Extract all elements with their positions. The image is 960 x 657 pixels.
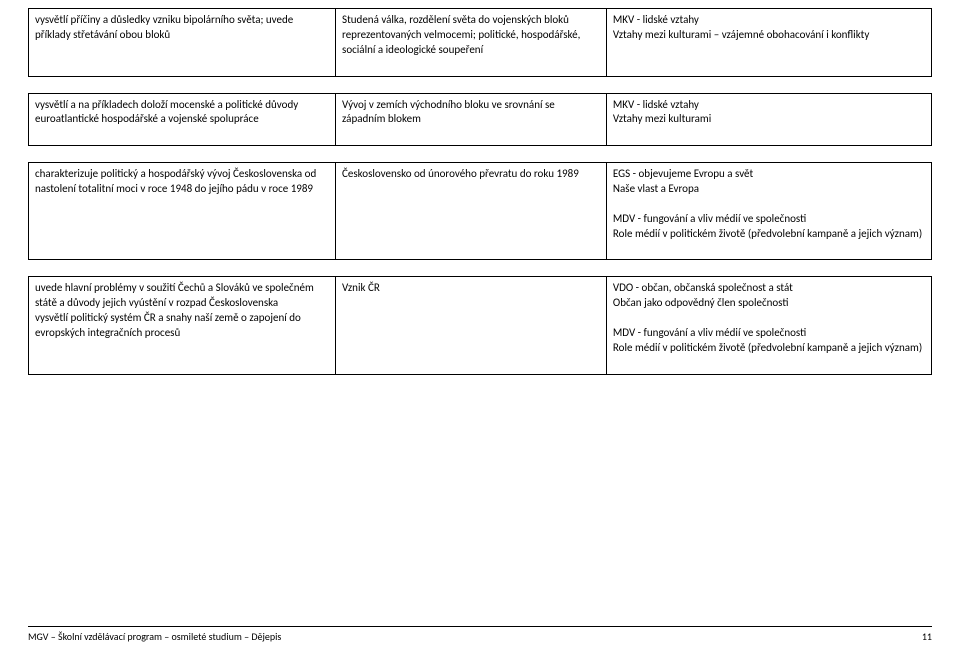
table-row: vysvětlí a na příkladech doloží mocenské… bbox=[29, 93, 932, 146]
footer-text-left: MGV – Školní vzdělávací program – osmile… bbox=[28, 630, 281, 643]
cell-outcome: uvede hlavní problémy v soužití Čechů a … bbox=[29, 277, 336, 374]
cell-topic: Studená válka, rozdělení světa do vojens… bbox=[336, 9, 607, 77]
curriculum-table-3: charakterizuje politický a hospodářský v… bbox=[28, 162, 932, 260]
curriculum-table-1: vysvětlí příčiny a důsledky vzniku bipol… bbox=[28, 8, 932, 77]
cell-outcome: charakterizuje politický a hospodářský v… bbox=[29, 163, 336, 260]
cell-cross: VDO - občan, občanská společnost a státO… bbox=[606, 277, 931, 374]
cell-topic: Vznik ČR bbox=[336, 277, 607, 374]
curriculum-table-4: uvede hlavní problémy v soužití Čechů a … bbox=[28, 276, 932, 374]
page-footer: MGV – Školní vzdělávací program – osmile… bbox=[28, 626, 932, 643]
footer-page-number: 11 bbox=[922, 630, 932, 643]
table-row: charakterizuje politický a hospodářský v… bbox=[29, 163, 932, 260]
cell-outcome: vysvětlí a na příkladech doloží mocenské… bbox=[29, 93, 336, 146]
table-row: vysvětlí příčiny a důsledky vzniku bipol… bbox=[29, 9, 932, 77]
cell-cross: MKV - lidské vztahyVztahy mezi kulturami… bbox=[606, 9, 931, 77]
cell-topic: Československo od únorového převratu do … bbox=[336, 163, 607, 260]
cell-cross: MKV - lidské vztahyVztahy mezi kulturami bbox=[606, 93, 931, 146]
cell-topic: Vývoj v zemích východního bloku ve srovn… bbox=[336, 93, 607, 146]
cell-cross: EGS - objevujeme Evropu a světNaše vlast… bbox=[606, 163, 931, 260]
cell-outcome: vysvětlí příčiny a důsledky vzniku bipol… bbox=[29, 9, 336, 77]
footer-divider bbox=[28, 626, 932, 627]
curriculum-table-2: vysvětlí a na příkladech doloží mocenské… bbox=[28, 93, 932, 147]
page: vysvětlí příčiny a důsledky vzniku bipol… bbox=[0, 0, 960, 657]
table-row: uvede hlavní problémy v soužití Čechů a … bbox=[29, 277, 932, 374]
